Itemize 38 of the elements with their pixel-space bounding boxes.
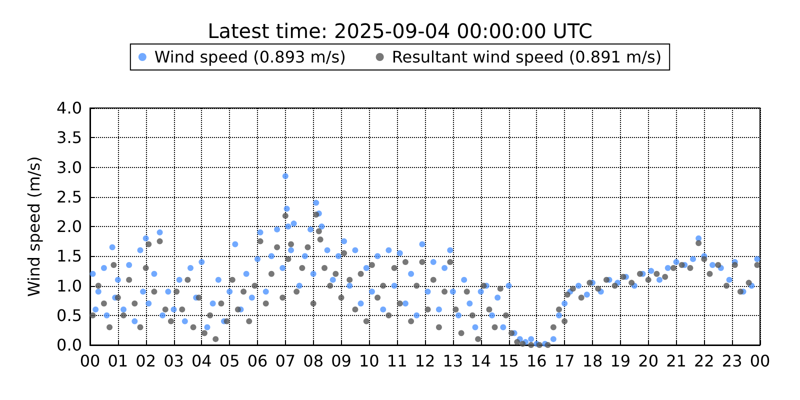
x-tick-label: 12	[414, 352, 436, 370]
x-tick-label: 14	[470, 352, 492, 370]
x-tick-label: 17	[554, 352, 575, 370]
x-tick-label: 13	[442, 352, 464, 370]
x-tick-label: 21	[666, 352, 686, 370]
y-tick-label: 2.5	[56, 187, 82, 206]
x-tick-label: 18	[582, 352, 603, 370]
x-tick-label: 01	[108, 352, 128, 370]
x-tick-label: 03	[164, 352, 184, 370]
y-tick-label: 1.0	[56, 276, 82, 296]
y-tick-label: 0.0	[56, 336, 82, 354]
y-tick-label: 2.0	[56, 217, 82, 236]
legend-label: Resultant wind speed (0.891 m/s)	[392, 48, 662, 66]
y-tick-label: 3.5	[56, 128, 82, 148]
x-tick-label: 02	[136, 352, 156, 370]
x-tick-label: 07	[275, 352, 296, 370]
y-tick-label: 1.5	[56, 246, 82, 266]
x-tick-label: 10	[358, 352, 380, 370]
x-tick-label: 20	[638, 352, 659, 370]
y-axis-title: Wind speed (m/s)	[24, 156, 44, 297]
y-tick-label: 0.5	[56, 306, 82, 325]
x-tick-label: 22	[694, 352, 714, 370]
x-tick-label: 00	[80, 352, 100, 370]
x-tick-label: 23	[722, 352, 742, 370]
x-tick-label: 05	[219, 352, 240, 370]
x-tick-label: 15	[498, 352, 519, 370]
x-tick-label: 16	[526, 352, 547, 370]
chart-title: Latest time: 2025-09-04 00:00:00 UTC	[208, 19, 592, 43]
x-tick-label: 08	[303, 352, 324, 370]
x-tick-label: 09	[331, 352, 352, 370]
legend-label: Wind speed (0.893 m/s)	[154, 48, 346, 66]
x-tick-label: 11	[386, 352, 408, 370]
x-tick-label: 19	[610, 352, 631, 370]
x-tick-label: 00	[750, 352, 770, 370]
y-tick-label: 3.0	[56, 158, 82, 177]
y-tick-label: 4.0	[56, 98, 82, 118]
x-tick-label: 04	[191, 352, 212, 370]
x-tick-label: 06	[247, 352, 268, 370]
